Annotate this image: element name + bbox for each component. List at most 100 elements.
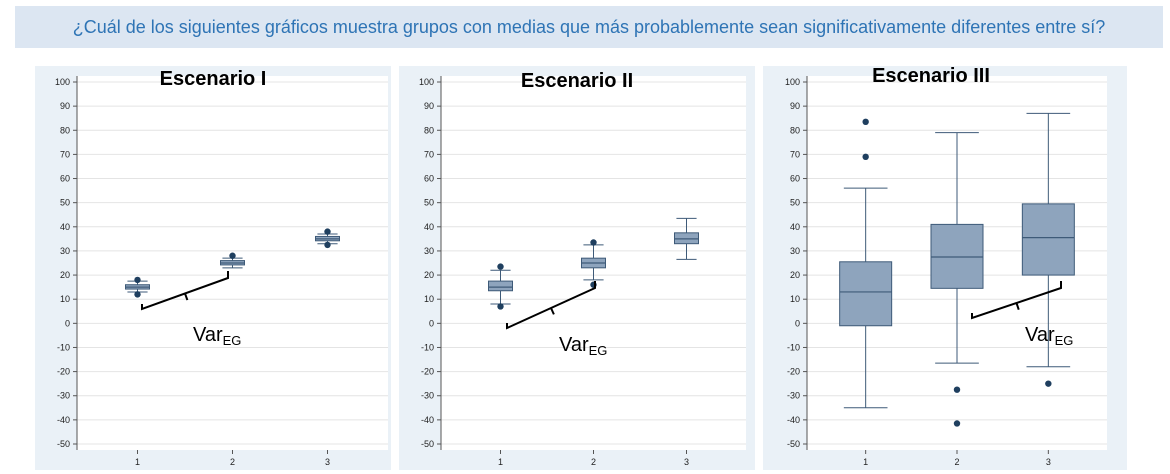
boxplot-group-1	[839, 118, 893, 409]
y-tick-label: 10	[60, 294, 70, 304]
boxplot-group-1	[488, 263, 513, 310]
y-tick-label: -30	[57, 391, 70, 401]
y-tick-label: 90	[424, 101, 434, 111]
y-tick-label: 60	[790, 174, 800, 184]
y-tick-label: -10	[421, 342, 434, 352]
boxplot-group-3	[315, 228, 340, 249]
outlier-point	[953, 420, 961, 427]
x-tick-label: 2	[591, 457, 596, 467]
iqr-box	[488, 280, 513, 292]
y-tick-label: 100	[419, 77, 434, 87]
boxplot-group-1	[125, 276, 150, 298]
y-tick-label: 80	[424, 125, 434, 135]
chart-title: Escenario I	[159, 68, 267, 90]
variance-brace	[971, 281, 1062, 320]
variance-brace	[141, 271, 229, 311]
x-tick-label: 2	[230, 457, 235, 467]
outlier-point	[590, 239, 597, 246]
variance-brace	[506, 281, 596, 330]
y-tick-label: 10	[790, 294, 800, 304]
y-tick-label: 100	[55, 77, 70, 87]
var-sub: EG	[588, 343, 608, 358]
y-tick-label: -10	[787, 342, 800, 352]
var-sub: EG	[1054, 333, 1074, 348]
x-tick-label: 2	[954, 457, 959, 467]
y-tick-label: 90	[60, 101, 70, 111]
y-tick-label: 0	[429, 318, 434, 328]
y-tick-label: 80	[790, 125, 800, 135]
y-tick-label: 50	[424, 198, 434, 208]
outlier-point	[324, 241, 331, 249]
y-tick-label: 70	[790, 149, 800, 159]
y-tick-label: 30	[790, 246, 800, 256]
chart-title: Escenario II	[520, 70, 634, 92]
boxplot-group-2	[581, 239, 606, 288]
y-tick-label: -40	[57, 415, 70, 425]
var-eg-label: VarEG	[1025, 324, 1073, 348]
var-main: Var	[193, 324, 223, 346]
outlier-point	[1045, 380, 1052, 387]
y-tick-label: 90	[790, 101, 800, 111]
y-tick-label: 40	[424, 222, 434, 232]
boxplot-group-3	[674, 217, 699, 260]
y-tick-label: 50	[790, 198, 800, 208]
y-tick-label: 100	[785, 77, 800, 87]
var-sub: EG	[222, 333, 242, 348]
outlier-point	[134, 276, 141, 284]
x-tick-label: 1	[863, 457, 868, 467]
var-eg-label: VarEG	[559, 334, 607, 358]
x-tick-label: 3	[684, 457, 689, 467]
chart-panel-escenario-3: 100 90 80 70 60 50 40 30 20 10 0 -10 -20 -30 -40 -50 1 2 3…	[763, 65, 1127, 470]
var-main: Var	[1025, 324, 1055, 346]
y-tick-label: 20	[60, 270, 70, 280]
x-tick-label: 1	[498, 457, 503, 467]
y-tick-label: -40	[787, 415, 800, 425]
y-tick-label: -50	[787, 439, 800, 449]
var-eg-label: VarEG	[193, 324, 241, 348]
y-tick-label: -20	[421, 367, 434, 377]
outlier-point	[862, 118, 869, 126]
y-tick-label: 0	[795, 318, 800, 328]
y-tick-label: 70	[60, 149, 70, 159]
y-tick-label: 20	[790, 270, 800, 280]
y-tick-label: -50	[421, 439, 434, 449]
y-tick-label: -50	[57, 439, 70, 449]
iqr-box	[839, 261, 893, 327]
outlier-point	[134, 291, 141, 298]
outlier-point	[324, 228, 331, 235]
outlier-point	[497, 303, 504, 310]
question-text: ¿Cuál de los siguientes gráficos muestra…	[72, 16, 1106, 37]
iqr-box	[1021, 203, 1075, 276]
boxplot-group-2	[930, 132, 984, 427]
y-tick-label: 20	[424, 270, 434, 280]
y-tick-label: 10	[424, 294, 434, 304]
outlier-point	[953, 386, 961, 393]
x-tick-label: 1	[135, 457, 140, 467]
y-tick-label: -30	[787, 391, 800, 401]
y-tick-label: -30	[421, 391, 434, 401]
x-tick-label: 3	[325, 457, 330, 467]
var-main: Var	[559, 334, 589, 356]
question-banner: ¿Cuál de los siguientes gráficos muestra…	[15, 6, 1163, 48]
y-tick-label: 40	[60, 222, 70, 232]
y-tick-label: 70	[424, 149, 434, 159]
y-tick-label: 60	[424, 174, 434, 184]
outlier-point	[497, 263, 504, 270]
y-tick-label: 50	[60, 198, 70, 208]
iqr-box	[930, 223, 984, 289]
outlier-point	[229, 252, 236, 259]
y-tick-label: 60	[60, 174, 70, 184]
iqr-box	[674, 232, 699, 245]
boxplot-group-3	[1021, 112, 1075, 387]
chart-panel-escenario-1: 100 90 80 70 60 50 40 30 20 10 0 -10 -20 -30 -40 -50 1 2 3…	[35, 66, 391, 470]
y-tick-label: 40	[790, 222, 800, 232]
y-tick-label: 80	[60, 125, 70, 135]
outlier-point	[862, 153, 869, 161]
y-tick-label: -20	[57, 367, 70, 377]
y-tick-label: -10	[57, 342, 70, 352]
y-tick-label: 30	[60, 246, 70, 256]
chart-title: Escenario III	[872, 65, 990, 87]
